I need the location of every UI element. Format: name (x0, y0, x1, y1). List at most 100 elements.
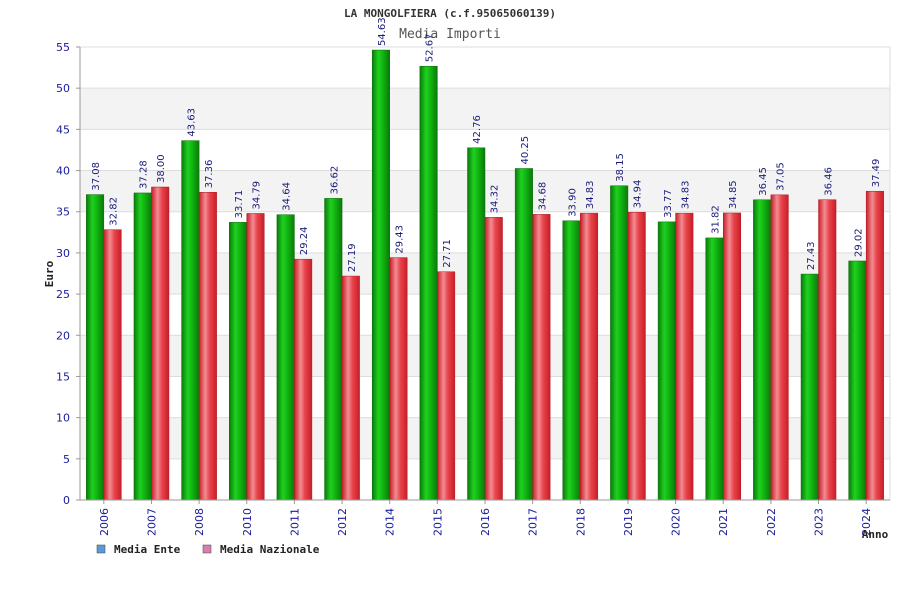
y-axis-ticks: 0 5 10 15 20 25 30 35 40 45 50 55 (56, 41, 80, 507)
value-label-media-ente-2011: 34.64 (282, 182, 293, 211)
bar-media-nazionale-2014 (389, 257, 408, 501)
x-tick-label-2008: 2008 (193, 508, 206, 536)
bar-media-ente-2011 (276, 214, 295, 501)
value-label-media-nazionale-2012: 27.19 (347, 243, 358, 272)
bar-media-ente-2017 (514, 168, 533, 501)
bar-media-nazionale-2024 (865, 190, 884, 501)
bar-media-ente-2023 (800, 273, 819, 501)
x-tick-label-2014: 2014 (384, 508, 397, 536)
x-tick-label-2006: 2006 (98, 508, 111, 536)
value-label-media-ente-2008: 43.63 (186, 108, 197, 137)
y-tick-label: 0 (63, 494, 70, 507)
bar-media-ente-2018 (562, 220, 581, 501)
value-label-media-nazionale-2014: 29.43 (394, 225, 405, 254)
value-label-media-nazionale-2022: 37.05 (776, 162, 787, 191)
value-label-media-nazionale-2007: 38.00 (156, 154, 167, 183)
x-axis-ticks: 2006 2007 2008 2010 2011 2012 2014 2015 2016 2017… (98, 500, 873, 536)
bar-media-ente-2008 (181, 140, 200, 501)
chart-subtitle: Media Importi (399, 27, 501, 42)
bars (86, 49, 884, 501)
value-label-media-nazionale-2015: 27.71 (442, 239, 453, 268)
bar-media-nazionale-2012 (341, 275, 360, 501)
value-label-media-nazionale-2016: 34.32 (490, 185, 501, 214)
value-label-media-nazionale-2011: 29.24 (299, 227, 310, 256)
bar-media-nazionale-2008 (198, 192, 217, 501)
x-tick-label-2012: 2012 (336, 508, 349, 536)
x-tick-label-2019: 2019 (622, 508, 635, 536)
bar-media-ente-2015 (419, 65, 438, 501)
y-tick-label: 50 (56, 82, 70, 95)
value-label-media-nazionale-2021: 34.85 (728, 180, 739, 209)
y-tick-label: 25 (56, 288, 70, 301)
bar-media-nazionale-2020 (675, 212, 694, 501)
value-label-media-ente-2012: 36.62 (329, 166, 340, 195)
bar-media-nazionale-2022 (770, 194, 789, 501)
legend-label-media-ente: Media Ente (114, 543, 181, 556)
value-label-media-nazionale-2020: 34.83 (680, 180, 691, 209)
y-tick-label: 55 (56, 41, 70, 54)
value-label-media-ente-2017: 40.25 (520, 136, 531, 165)
legend-label-media-nazionale: Media Nazionale (220, 543, 320, 556)
bar-media-ente-2016 (467, 147, 486, 501)
y-tick-label: 10 (56, 412, 70, 425)
plot-band (80, 88, 890, 130)
y-tick-label: 20 (56, 329, 70, 342)
value-label-media-nazionale-2017: 34.68 (537, 182, 548, 211)
bar-media-nazionale-2010 (246, 213, 265, 501)
y-tick-label: 45 (56, 123, 70, 136)
value-label-media-ente-2020: 33.77 (663, 189, 674, 218)
bar-media-nazionale-2007 (151, 186, 170, 501)
bar-media-ente-2021 (705, 237, 724, 501)
bar-media-nazionale-2006 (103, 229, 122, 501)
value-label-media-ente-2023: 27.43 (806, 241, 817, 270)
x-axis-title: Anno (862, 528, 889, 541)
value-label-media-ente-2019: 38.15 (615, 153, 626, 182)
value-label-media-nazionale-2018: 34.83 (585, 180, 596, 209)
legend: Media Ente Media Nazionale (96, 543, 320, 556)
bar-media-ente-2012 (324, 198, 343, 501)
x-tick-label-2010: 2010 (241, 508, 254, 536)
x-tick-label-2017: 2017 (527, 508, 540, 536)
value-label-media-nazionale-2024: 37.49 (871, 159, 882, 188)
value-label-media-ente-2021: 31.82 (710, 205, 721, 234)
x-tick-label-2021: 2021 (717, 508, 730, 536)
x-tick-label-2020: 2020 (670, 508, 683, 536)
value-label-media-nazionale-2006: 32.82 (109, 197, 120, 226)
value-label-media-ente-2007: 37.28 (139, 160, 150, 189)
y-tick-label: 15 (56, 370, 70, 383)
value-label-media-nazionale-2019: 34.94 (633, 180, 644, 209)
x-tick-label-2016: 2016 (479, 508, 492, 536)
x-tick-label-2024: 2024 (860, 508, 873, 536)
bar-media-ente-2022 (753, 199, 772, 501)
value-label-media-ente-2016: 42.76 (472, 115, 483, 144)
value-label-media-ente-2014: 54.63 (377, 17, 388, 46)
y-tick-label: 35 (56, 206, 70, 219)
bar-media-ente-2007 (133, 192, 152, 501)
x-tick-label-2015: 2015 (431, 508, 444, 536)
legend-swatch-media-ente (96, 544, 106, 554)
y-tick-label: 5 (63, 453, 70, 466)
value-label-media-nazionale-2010: 34.79 (252, 181, 263, 210)
value-label-media-ente-2018: 33.90 (568, 188, 579, 217)
value-labels: 37.08 32.82 37.28 38.00 43.63 37.36 33.71 34.79… (91, 17, 882, 272)
bar-media-ente-2006 (86, 194, 105, 501)
bar-media-nazionale-2019 (627, 211, 646, 501)
chart-title: LA MONGOLFIERA (c.f.95065060139) (344, 7, 556, 20)
bar-media-ente-2020 (657, 221, 676, 501)
plot-band (80, 47, 890, 89)
x-tick-label-2011: 2011 (288, 508, 301, 536)
y-tick-label: 40 (56, 165, 70, 178)
y-axis-title: Euro (43, 260, 56, 287)
bar-media-nazionale-2021 (722, 212, 741, 501)
x-tick-label-2022: 2022 (765, 508, 778, 536)
value-label-media-ente-2015: 52.67 (425, 34, 436, 63)
x-tick-label-2007: 2007 (145, 508, 158, 536)
x-tick-label-2023: 2023 (813, 508, 826, 536)
value-label-media-ente-2006: 37.08 (91, 162, 102, 191)
value-label-media-ente-2024: 29.02 (853, 228, 864, 257)
x-tick-label-2018: 2018 (574, 508, 587, 536)
bar-media-nazionale-2016 (484, 217, 503, 501)
legend-swatch-media-nazionale (202, 544, 212, 554)
bar-media-nazionale-2018 (580, 212, 599, 501)
bar-media-ente-2024 (848, 260, 867, 501)
